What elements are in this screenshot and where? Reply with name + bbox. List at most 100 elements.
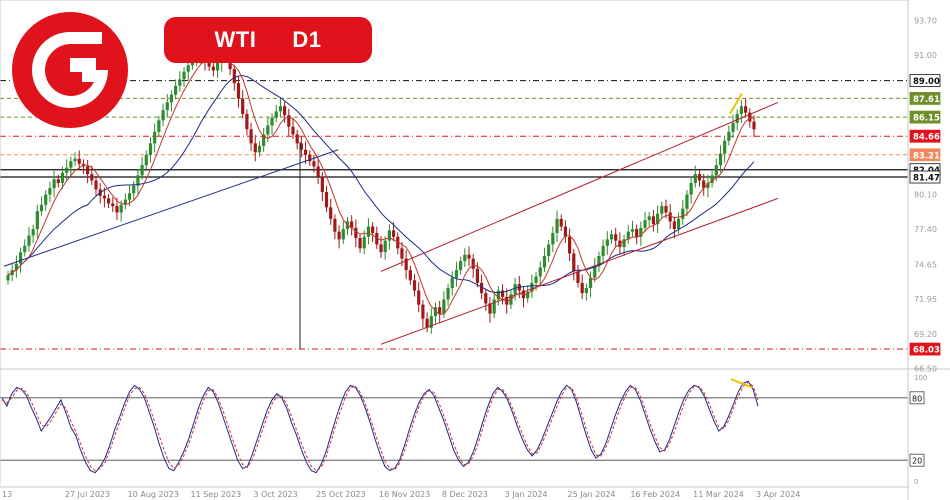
g-brand-logo-icon [10, 10, 130, 130]
candle-body [584, 288, 588, 294]
candle-body [106, 198, 111, 204]
trendline [3, 149, 339, 267]
candle-body [354, 227, 358, 239]
candle-body [90, 174, 94, 181]
y-tick-label: 74.65 [914, 260, 937, 269]
y-tick-label: 69.20 [914, 330, 937, 339]
candle-body [174, 85, 178, 95]
candle-body [391, 230, 396, 237]
candle-body [735, 113, 739, 123]
candle-body [144, 154, 148, 166]
candle-body [559, 218, 563, 227]
candle-body [320, 176, 324, 192]
x-tick-label: 16 Nov 2023 [379, 490, 430, 499]
candle-body [153, 131, 157, 144]
oscillator-level-label: 20 [912, 457, 922, 466]
price-level-tag [909, 92, 941, 105]
candle-body [467, 254, 471, 259]
oscillator-panel: 80 20 100 0 [0, 374, 927, 486]
candle-body [417, 290, 421, 305]
candle-body [94, 180, 98, 190]
candle-body [52, 179, 56, 189]
candle-body [446, 288, 450, 300]
candle-body [567, 236, 572, 254]
candle-body [337, 231, 341, 240]
candle-body [513, 284, 517, 295]
candle-body [689, 183, 693, 195]
oscillator-tick-label: 0 [914, 478, 918, 486]
candle-body [471, 258, 475, 269]
price-level-tag [909, 74, 941, 88]
candle-body [710, 175, 714, 184]
candle-body [555, 218, 559, 233]
price-level-label: 89.00 [913, 77, 940, 87]
candle-body [685, 194, 689, 209]
x-tick-label: 11 Mar 2024 [693, 490, 744, 499]
trendline [380, 101, 779, 272]
x-tick-label: 8 Dec 2023 [442, 490, 488, 499]
candle-body [308, 154, 312, 162]
candle-body [450, 277, 454, 288]
candle-body [69, 161, 73, 168]
x-tick-label: 16 Feb 2024 [630, 490, 680, 499]
candle-body [660, 206, 664, 214]
candle-body [350, 221, 354, 228]
candle-body [609, 234, 614, 240]
candle-body [383, 240, 387, 253]
candle-body [140, 165, 144, 176]
price-level-label: 81.47 [913, 174, 940, 184]
y-tick-label: 80.10 [914, 191, 937, 200]
candle-body [291, 126, 295, 135]
candle-body [236, 83, 241, 99]
candle-body [421, 304, 425, 319]
candle-body [459, 261, 463, 271]
candle-body [475, 268, 479, 283]
candle-body [127, 193, 132, 200]
candle-body [27, 235, 31, 246]
candle-body [626, 231, 630, 240]
candle-body [488, 303, 492, 314]
candle-body [371, 226, 375, 233]
candle-body [270, 117, 274, 126]
candle-body [454, 270, 459, 278]
symbol-label: WTI [214, 27, 257, 52]
candle-body [278, 106, 283, 112]
candle-body [572, 253, 576, 272]
price-level-tag [909, 148, 941, 162]
oscillator-line [1, 381, 759, 472]
candle-body [597, 256, 601, 267]
candle-body [681, 208, 685, 219]
y-tick-label: 91.00 [914, 51, 937, 60]
candle-body [412, 280, 417, 291]
candle-body [262, 134, 266, 146]
candle-body [56, 179, 60, 184]
candle-body [274, 111, 278, 118]
candle-body [739, 106, 744, 114]
x-tick-label: 25 Oct 2023 [316, 490, 365, 499]
candle-body [299, 143, 303, 150]
candle-body [102, 195, 106, 199]
candle-body [39, 204, 44, 212]
candle-body [207, 61, 211, 67]
symbol-banner: WTI D1 [164, 17, 372, 63]
candle-body [496, 290, 500, 300]
candle-body [186, 65, 190, 72]
candle-body [672, 221, 676, 230]
candle-body [463, 254, 467, 262]
candle-body [341, 229, 345, 240]
x-tick-label: 25 Jan 2024 [568, 490, 616, 499]
x-tick-label: 3 Jan 2024 [505, 490, 548, 499]
candle-body [375, 232, 379, 245]
price-level-label: 83.21 [913, 151, 940, 161]
candle-body [622, 239, 626, 248]
candle-body [44, 194, 48, 205]
candle-body [668, 212, 672, 222]
candle-body [345, 221, 350, 230]
candle-body [283, 106, 287, 116]
candle-body [442, 299, 446, 314]
candle-body [651, 216, 656, 224]
candle-body [86, 166, 90, 175]
candle-body [60, 172, 65, 184]
